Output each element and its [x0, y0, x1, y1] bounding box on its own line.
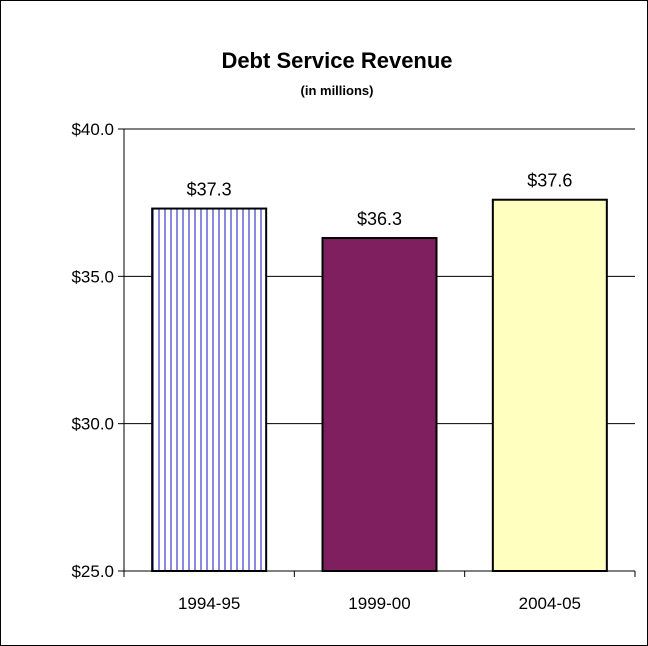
data-label: $37.6: [527, 171, 572, 191]
y-tick-label: $40.0: [71, 120, 114, 139]
y-tick-label: $35.0: [71, 267, 114, 286]
bar-2004-05: [491, 198, 608, 572]
x-tick-label: 1994-95: [178, 594, 240, 613]
chart-title: Debt Service Revenue: [221, 48, 452, 73]
bar-1994-95: [151, 207, 268, 572]
data-label: $37.3: [187, 180, 232, 200]
bar-1999-00: [321, 237, 438, 572]
data-label: $36.3: [357, 209, 402, 229]
y-tick-label: $30.0: [71, 415, 114, 434]
y-tick-label: $25.0: [71, 562, 114, 581]
x-tick-label: 1999-00: [348, 594, 410, 613]
chart-subtitle: (in millions): [301, 83, 374, 98]
x-tick-label: 2004-05: [519, 594, 581, 613]
